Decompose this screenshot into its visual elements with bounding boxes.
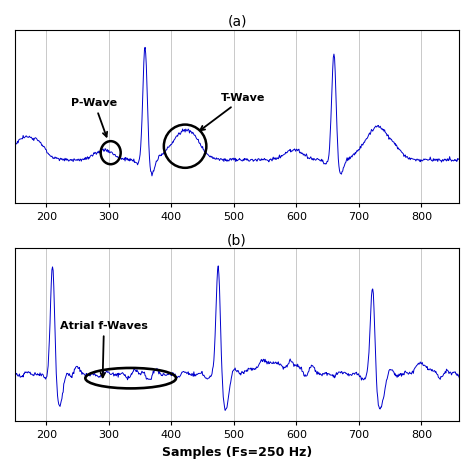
Title: (b): (b) xyxy=(227,233,247,247)
Text: T-Wave: T-Wave xyxy=(200,93,266,130)
Text: P-Wave: P-Wave xyxy=(71,98,118,137)
Title: (a): (a) xyxy=(227,15,247,29)
X-axis label: Samples (Fs=250 Hz): Samples (Fs=250 Hz) xyxy=(162,446,312,459)
Text: Atrial f-Waves: Atrial f-Waves xyxy=(60,320,148,377)
